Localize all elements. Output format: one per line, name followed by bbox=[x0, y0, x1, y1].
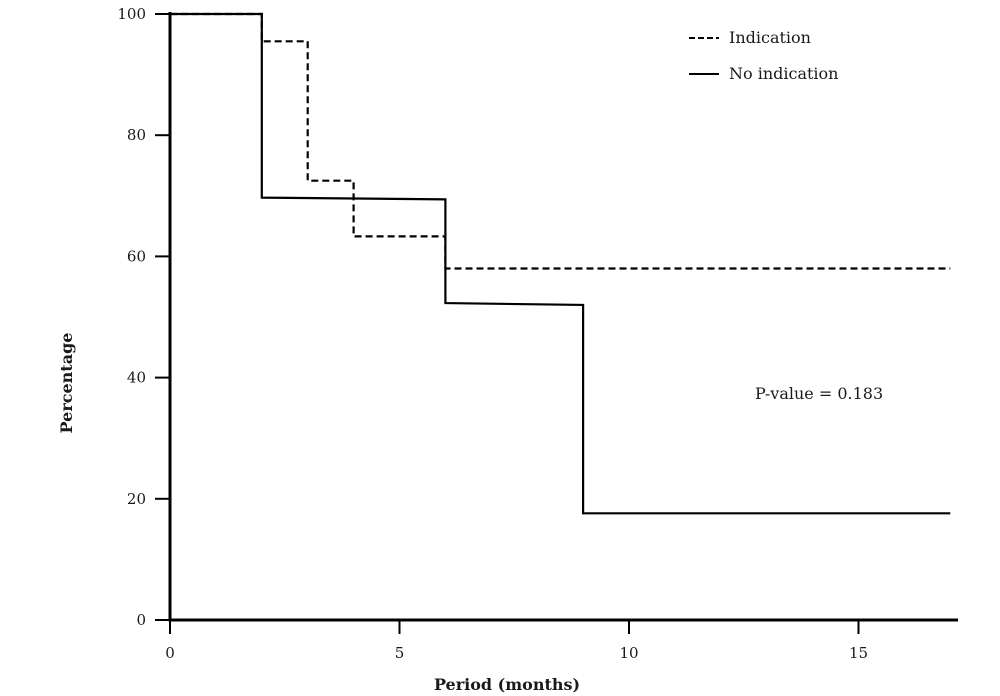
series-line-no-indication bbox=[170, 12, 951, 515]
axes-layer bbox=[168, 12, 958, 622]
ticks-layer: 0 20 40 60 80 100 0 5 10 15 bbox=[117, 5, 868, 662]
x-tick-label: 5 bbox=[395, 644, 405, 662]
x-tick-label: 15 bbox=[849, 644, 868, 662]
p-value-annotation: P-value = 0.183 bbox=[755, 384, 883, 403]
legend: Indication No indication bbox=[689, 28, 838, 83]
y-tick-label: 20 bbox=[127, 490, 146, 508]
series-line-indication bbox=[170, 12, 951, 270]
y-tick-label: 60 bbox=[127, 247, 146, 265]
legend-label-indication: Indication bbox=[729, 28, 811, 47]
legend-label-no-indication: No indication bbox=[729, 64, 838, 83]
x-axis-title: Period (months) bbox=[434, 675, 580, 694]
x-tick-label: 10 bbox=[619, 644, 638, 662]
series-layer bbox=[170, 12, 951, 515]
y-tick-label: 0 bbox=[136, 611, 146, 629]
y-tick-label: 100 bbox=[117, 5, 146, 23]
y-axis-title: Percentage bbox=[57, 333, 76, 434]
y-tick-label: 80 bbox=[127, 126, 146, 144]
x-tick-label: 0 bbox=[165, 644, 175, 662]
y-tick-label: 40 bbox=[127, 369, 146, 387]
